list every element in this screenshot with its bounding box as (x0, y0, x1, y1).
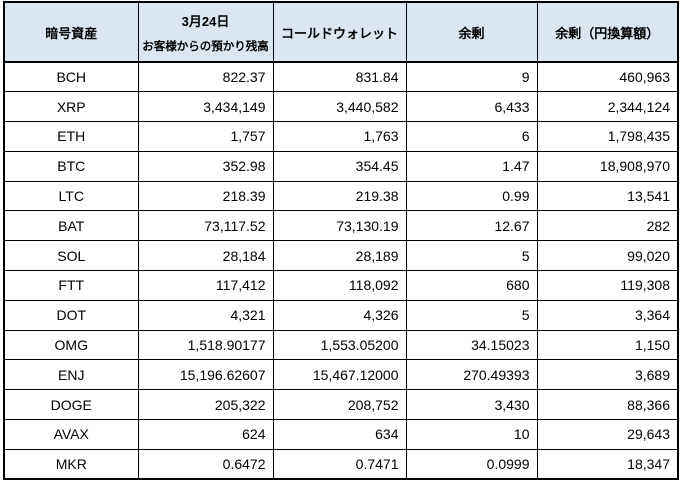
table-row: XRP 3,434,149 3,440,582 6,433 2,344,124 (3, 91, 679, 123)
surplus-cell: 9 (405, 61, 538, 93)
cold-wallet-cell: 1,553.05200 (272, 329, 407, 361)
surplus-jpy-cell: 460,963 (536, 61, 679, 93)
surplus-jpy-cell: 119,308 (536, 270, 679, 301)
customer-balance-cell: 3,434,149 (137, 91, 274, 123)
surplus-cell: 34.15023 (405, 329, 538, 361)
table-row: DOGE 205,322 208,752 3,430 88,366 (3, 389, 679, 421)
surplus-jpy-cell: 99,020 (536, 240, 679, 272)
cold-wallet-cell: 118,092 (272, 270, 407, 301)
asset-cell: FTT (3, 270, 139, 301)
surplus-cell: 0.0999 (405, 448, 538, 480)
column-header-cold-wallet: コールドウォレット (272, 1, 407, 63)
surplus-jpy-cell: 282 (536, 210, 679, 242)
surplus-jpy-cell: 29,643 (536, 419, 679, 450)
table-row: BCH 822.37 831.84 9 460,963 (3, 61, 679, 93)
customer-balance-cell: 624 (137, 419, 274, 450)
surplus-cell: 5 (405, 299, 538, 331)
surplus-cell: 10 (405, 419, 538, 450)
surplus-cell: 680 (405, 270, 538, 301)
asset-cell: MKR (3, 448, 139, 480)
asset-cell: LTC (3, 180, 139, 212)
cold-wallet-cell: 831.84 (272, 61, 407, 93)
customer-balance-cell: 4,321 (137, 299, 274, 331)
cold-wallet-cell: 354.45 (272, 150, 407, 182)
customer-balance-cell: 822.37 (137, 61, 274, 93)
asset-cell: DOT (3, 299, 139, 331)
surplus-cell: 270.49393 (405, 359, 538, 391)
surplus-cell: 6 (405, 121, 538, 152)
table-row: SOL 28,184 28,189 5 99,020 (3, 240, 679, 272)
asset-cell: XRP (3, 91, 139, 123)
header-balance-label-line: お客様からの預かり残高 (142, 40, 269, 53)
surplus-jpy-cell: 2,344,124 (536, 91, 679, 123)
customer-balance-cell: 218.39 (137, 180, 274, 212)
surplus-jpy-cell: 3,364 (536, 299, 679, 331)
customer-balance-cell: 73,117.52 (137, 210, 274, 242)
customer-balance-cell: 1,518.90177 (137, 329, 274, 361)
customer-balance-cell: 205,322 (137, 389, 274, 421)
customer-balance-cell: 28,184 (137, 240, 274, 272)
surplus-cell: 5 (405, 240, 538, 272)
column-header-asset: 暗号資産 (3, 1, 139, 63)
asset-cell: BCH (3, 61, 139, 93)
surplus-jpy-cell: 1,150 (536, 329, 679, 361)
table-header: 暗号資産 3月24日 お客様からの預かり残高 コールドウォレット 余剰 余剰（円… (3, 1, 679, 63)
cold-wallet-cell: 15,467.12000 (272, 359, 407, 391)
cold-wallet-cell: 28,189 (272, 240, 407, 272)
surplus-jpy-cell: 18,347 (536, 448, 679, 480)
cold-wallet-cell: 219.38 (272, 180, 407, 212)
asset-cell: SOL (3, 240, 139, 272)
asset-cell: ENJ (3, 359, 139, 391)
table-row: BTC 352.98 354.45 1.47 18,908,970 (3, 150, 679, 182)
table-row: OMG 1,518.90177 1,553.05200 34.15023 1,1… (3, 329, 679, 361)
cold-wallet-cell: 4,326 (272, 299, 407, 331)
customer-balance-cell: 1,757 (137, 121, 274, 152)
table-row: DOT 4,321 4,326 5 3,364 (3, 299, 679, 331)
table-row: AVAX 624 634 10 29,643 (3, 419, 679, 450)
table-row: FTT 117,412 118,092 680 119,308 (3, 270, 679, 301)
asset-cell: OMG (3, 329, 139, 361)
surplus-jpy-cell: 13,541 (536, 180, 679, 212)
surplus-cell: 6,433 (405, 91, 538, 123)
cold-wallet-cell: 3,440,582 (272, 91, 407, 123)
cold-wallet-cell: 634 (272, 419, 407, 450)
table-row: ETH 1,757 1,763 6 1,798,435 (3, 121, 679, 152)
column-header-customer-balance: 3月24日 お客様からの預かり残高 (137, 1, 274, 63)
table-row: MKR 0.6472 0.7471 0.0999 18,347 (3, 448, 679, 480)
table-body: BCH 822.37 831.84 9 460,963 XRP 3,434,14… (3, 61, 679, 480)
surplus-jpy-cell: 88,366 (536, 389, 679, 421)
cold-wallet-cell: 0.7471 (272, 448, 407, 480)
column-header-surplus-jpy: 余剰（円換算額） (536, 1, 679, 63)
surplus-cell: 1.47 (405, 150, 538, 182)
header-date-line: 3月24日 (181, 13, 230, 29)
table-row: ENJ 15,196.62607 15,467.12000 270.49393 … (3, 359, 679, 391)
asset-cell: AVAX (3, 419, 139, 450)
surplus-jpy-cell: 3,689 (536, 359, 679, 391)
header-row: 暗号資産 3月24日 お客様からの預かり残高 コールドウォレット 余剰 余剰（円… (3, 1, 679, 63)
table-row: BAT 73,117.52 73,130.19 12.67 282 (3, 210, 679, 242)
cold-wallet-cell: 73,130.19 (272, 210, 407, 242)
asset-cell: DOGE (3, 389, 139, 421)
surplus-cell: 12.67 (405, 210, 538, 242)
surplus-jpy-cell: 1,798,435 (536, 121, 679, 152)
surplus-cell: 3,430 (405, 389, 538, 421)
customer-balance-cell: 0.6472 (137, 448, 274, 480)
customer-balance-cell: 15,196.62607 (137, 359, 274, 391)
customer-balance-cell: 352.98 (137, 150, 274, 182)
column-header-surplus: 余剰 (405, 1, 538, 63)
table-row: LTC 218.39 219.38 0.99 13,541 (3, 180, 679, 212)
customer-balance-cell: 117,412 (137, 270, 274, 301)
surplus-jpy-cell: 18,908,970 (536, 150, 679, 182)
asset-cell: ETH (3, 121, 139, 152)
asset-cell: BAT (3, 210, 139, 242)
crypto-balance-table: 暗号資産 3月24日 お客様からの預かり残高 コールドウォレット 余剰 余剰（円… (3, 1, 679, 481)
cold-wallet-cell: 1,763 (272, 121, 407, 152)
surplus-cell: 0.99 (405, 180, 538, 212)
balance-table-container: 暗号資産 3月24日 お客様からの預かり残高 コールドウォレット 余剰 余剰（円… (3, 1, 679, 481)
asset-cell: BTC (3, 150, 139, 182)
cold-wallet-cell: 208,752 (272, 389, 407, 421)
